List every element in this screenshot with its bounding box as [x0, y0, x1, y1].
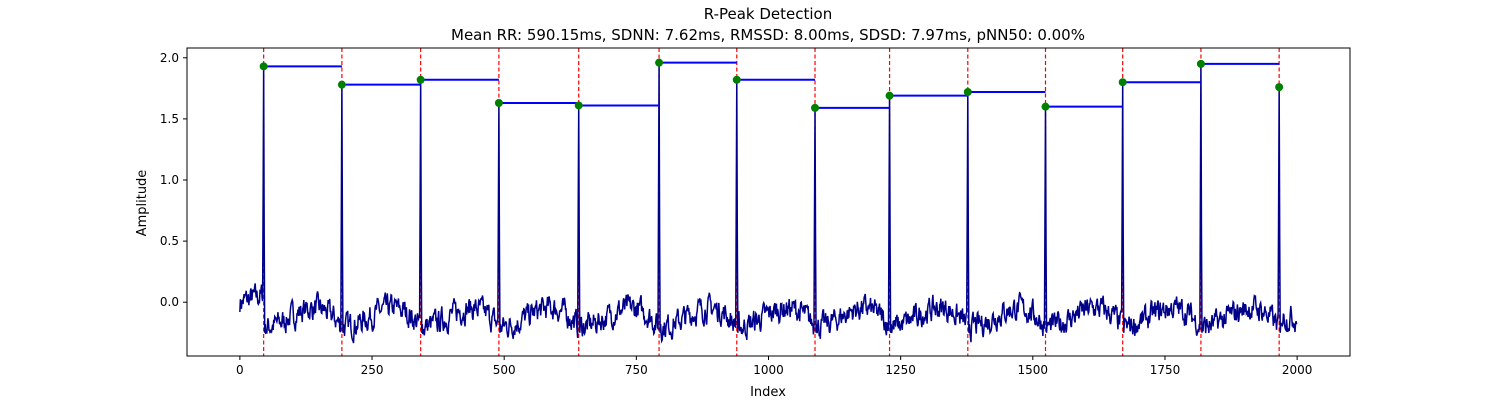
y-axis-ticks: 0.0 0.5 1.0 1.5 2.0: [160, 51, 187, 309]
r-peak-marker: [1041, 102, 1050, 111]
ecg-signal-line: [239, 62, 1298, 344]
chart-subtitle: Mean RR: 590.15ms, SDNN: 7.62ms, RMSSD: …: [451, 26, 1085, 44]
y-tick-label: 1.0: [160, 173, 179, 187]
y-axis-label: Amplitude: [135, 170, 150, 237]
r-peak-marker: [655, 58, 664, 67]
r-peak-marker: [1275, 83, 1284, 92]
plot-area: [186, 47, 1351, 357]
x-tick-label: 1250: [885, 363, 916, 377]
r-peak-marker: [494, 99, 503, 107]
x-axis-label: Index: [750, 385, 786, 400]
r-peak-marker: [811, 103, 820, 112]
x-tick-label: 0: [236, 363, 244, 377]
chart-title: R-Peak Detection: [704, 5, 832, 23]
r-peak-marker: [1118, 78, 1127, 87]
x-tick-label: 500: [493, 363, 516, 377]
r-peak-marker: [259, 62, 268, 71]
r-peak-marker: [1196, 59, 1205, 68]
r-peak-marker: [574, 101, 583, 110]
r-peak-marker: [885, 91, 894, 100]
y-tick-label: 0.5: [160, 234, 179, 248]
x-axis-ticks: 0 250 500 750 1000 1250 1500 1750 2000: [236, 356, 1312, 377]
y-tick-label: 1.5: [160, 112, 179, 126]
r-peak-marker: [416, 75, 425, 84]
x-tick-label: 250: [361, 363, 384, 377]
x-tick-label: 1500: [1018, 363, 1049, 377]
r-peak-marker: [337, 80, 346, 89]
x-tick-label: 1000: [753, 363, 784, 377]
x-tick-label: 2000: [1282, 363, 1313, 377]
r-peak-marker: [732, 75, 741, 84]
y-tick-label: 0.0: [160, 295, 179, 309]
r-peak-marker: [963, 88, 972, 96]
x-tick-label: 1750: [1150, 363, 1181, 377]
x-tick-label: 750: [625, 363, 648, 377]
y-tick-label: 2.0: [160, 51, 179, 65]
